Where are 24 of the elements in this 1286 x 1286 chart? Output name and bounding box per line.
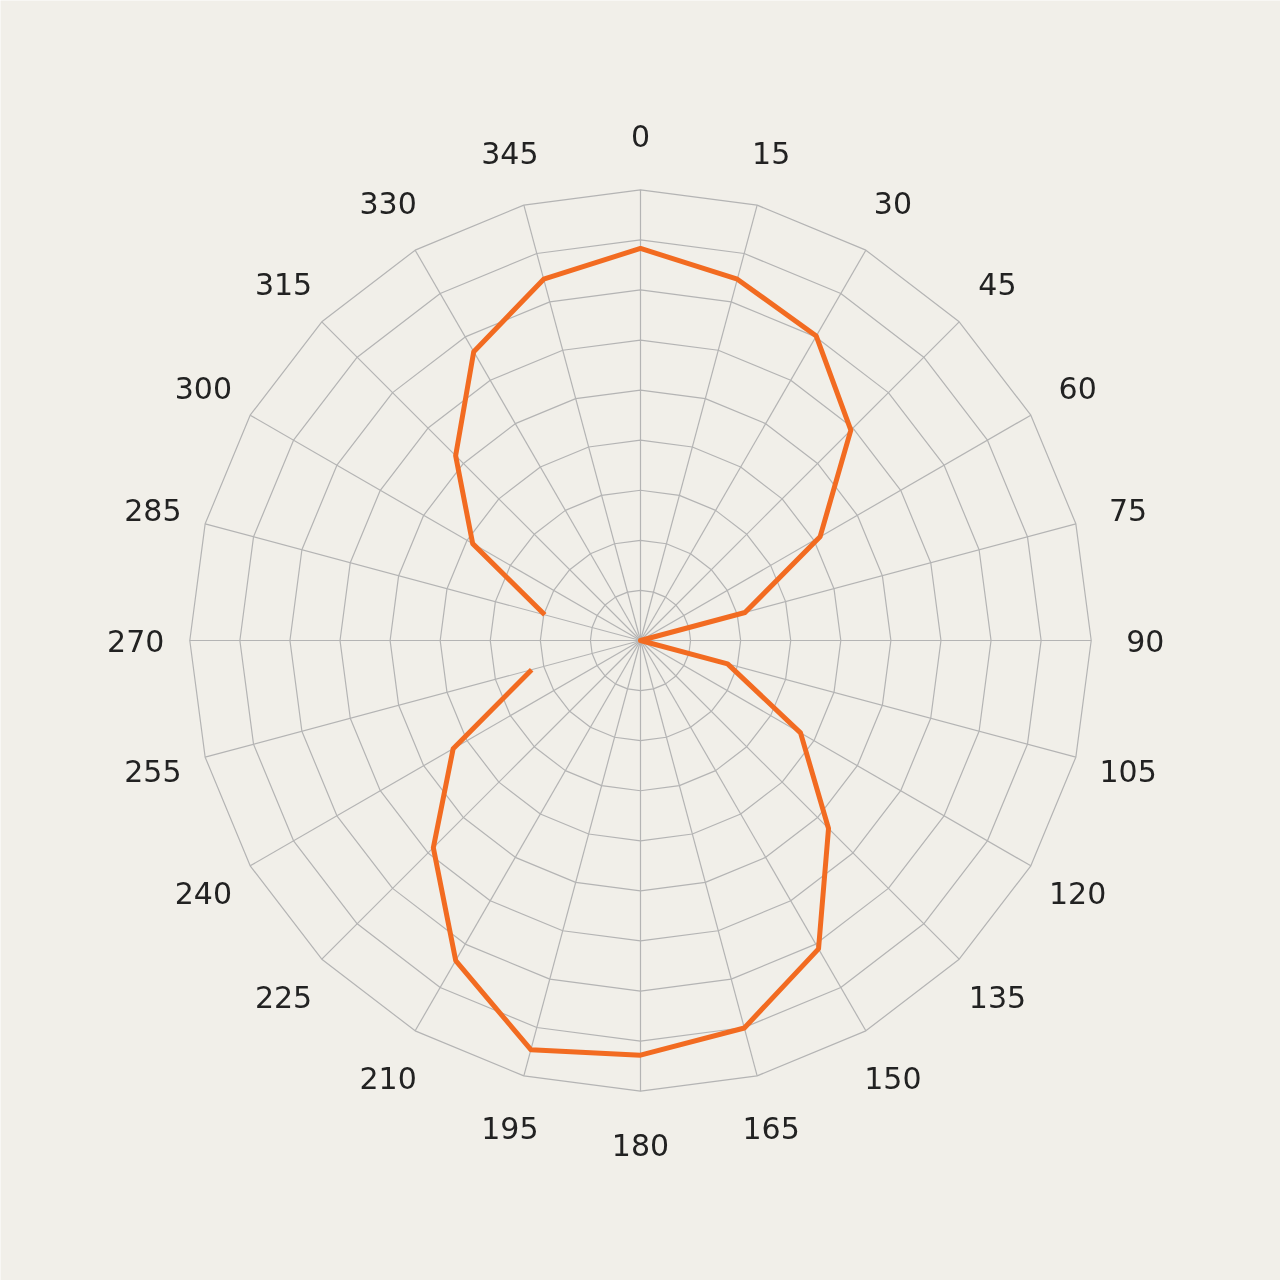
spoke-label: 180 [611, 1128, 670, 1164]
spoke-label: 45 [978, 266, 1017, 302]
spoke-label: 105 [1099, 754, 1157, 790]
spoke-label: 300 [174, 371, 232, 407]
spoke-label: 285 [124, 492, 182, 528]
spoke-label: 30 [873, 186, 912, 222]
spoke-label: 315 [254, 266, 313, 302]
spoke-label: 15 [752, 135, 791, 171]
spoke-label: 255 [124, 754, 182, 790]
spoke-label: 120 [1049, 875, 1107, 911]
spoke-label: 330 [359, 186, 417, 222]
spoke-label: 60 [1058, 371, 1097, 407]
spoke-label: 135 [968, 980, 1027, 1016]
spoke-label: 345 [481, 135, 539, 171]
spoke-label: 225 [254, 980, 313, 1016]
spoke-label: 210 [359, 1060, 417, 1096]
spoke-label: 240 [174, 875, 232, 911]
spoke-label: 270 [107, 623, 165, 659]
spoke-label: 75 [1109, 492, 1148, 528]
spoke-label: 165 [742, 1111, 800, 1147]
spoke-label: 195 [481, 1111, 539, 1147]
spoke-label: 90 [1126, 623, 1165, 659]
spoke-label: 0 [630, 118, 651, 154]
spoke-label: 150 [864, 1060, 922, 1096]
